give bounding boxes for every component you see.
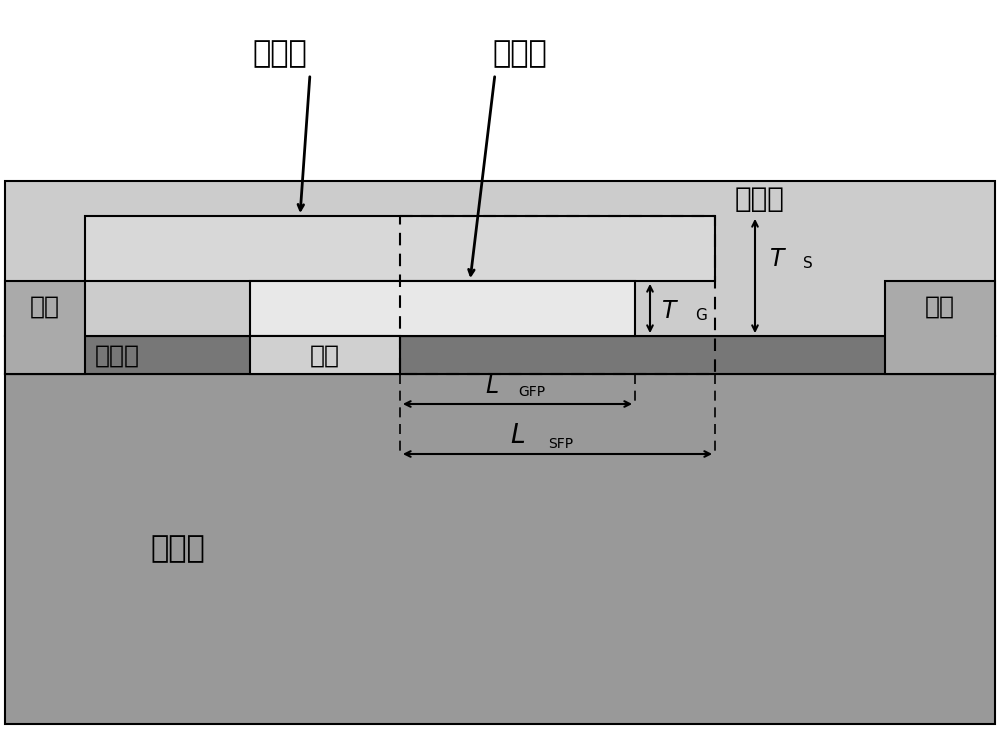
Text: T: T [770, 247, 784, 271]
Text: SFP: SFP [548, 437, 573, 451]
Text: GFP: GFP [518, 385, 545, 399]
FancyBboxPatch shape [85, 216, 715, 281]
FancyBboxPatch shape [5, 336, 995, 374]
Text: 漏极: 漏极 [925, 295, 955, 319]
Text: L: L [510, 423, 525, 449]
FancyBboxPatch shape [5, 181, 995, 336]
Text: 源场板: 源场板 [253, 39, 307, 69]
Text: 缓冲层: 缓冲层 [150, 534, 205, 564]
FancyBboxPatch shape [250, 336, 400, 374]
Text: S: S [803, 257, 813, 271]
Text: 势垒层: 势垒层 [95, 344, 140, 368]
FancyBboxPatch shape [885, 281, 995, 374]
FancyBboxPatch shape [5, 281, 85, 374]
Text: 钝化层: 钝化层 [735, 185, 785, 213]
Text: 栊极: 栊极 [310, 344, 340, 368]
FancyBboxPatch shape [250, 281, 635, 336]
Text: T: T [662, 299, 676, 323]
Text: 源极: 源极 [30, 295, 60, 319]
Text: 栊场板: 栊场板 [493, 39, 547, 69]
FancyBboxPatch shape [5, 374, 995, 724]
Text: G: G [695, 308, 707, 324]
Text: L: L [485, 374, 498, 398]
